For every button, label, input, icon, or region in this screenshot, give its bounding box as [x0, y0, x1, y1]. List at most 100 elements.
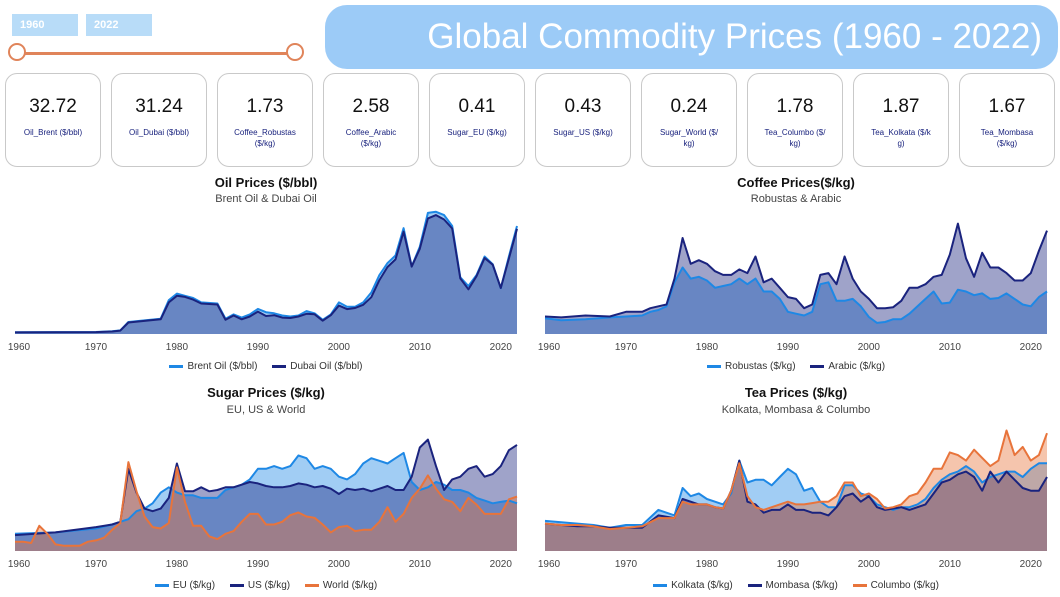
- x-tick-label: 2000: [328, 342, 351, 353]
- x-tick-label: 1990: [247, 559, 270, 570]
- legend-item[interactable]: EU ($/kg): [155, 580, 215, 591]
- start-year-input[interactable]: 1960: [12, 14, 78, 36]
- x-tick-label: 2010: [939, 559, 962, 570]
- x-tick-label: 2020: [490, 342, 513, 353]
- dashboard-title: Global Commodity Prices (1960 - 2022): [325, 5, 1058, 69]
- year-range-slicer[interactable]: 1960 2022: [8, 10, 308, 68]
- coffee-prices-chart[interactable]: Coffee Prices($/kg) Robustas & Arabic 19…: [535, 172, 1057, 378]
- x-tick-label: 2020: [1020, 559, 1043, 570]
- legend-item[interactable]: World ($/kg): [305, 580, 377, 591]
- x-tick-label: 1990: [777, 559, 800, 570]
- chart-legend: EU ($/kg) US ($/kg) World ($/kg): [5, 580, 527, 591]
- x-tick-label: 1970: [615, 342, 638, 353]
- coffee-prices-plot: 1960 1970 1980 1990 2000 2010 2020: [535, 210, 1057, 356]
- chart-legend: Kolkata ($/kg) Mombasa ($/kg) Columbo ($…: [535, 580, 1057, 591]
- kpi-card-oil-dubai[interactable]: 31.24 Oil_Dubai ($/bbl): [111, 73, 207, 167]
- oil-prices-chart[interactable]: Oil Prices ($/bbl) Brent Oil & Dubai Oil…: [5, 172, 527, 378]
- x-tick-label: 1970: [615, 559, 638, 570]
- legend-swatch: [169, 365, 183, 368]
- legend-item[interactable]: Mombasa ($/kg): [748, 580, 838, 591]
- kpi-card-coffee-arabic[interactable]: 2.58 Coffee_Arabic ($/kg): [323, 73, 419, 167]
- legend-swatch: [653, 584, 667, 587]
- chart-title: Tea Prices ($/kg): [535, 385, 1057, 400]
- x-tick-label: 1980: [696, 559, 719, 570]
- kpi-card-sugar-eu[interactable]: 0.41 Sugar_EU ($/kg): [429, 73, 525, 167]
- legend-item[interactable]: Columbo ($/kg): [853, 580, 939, 591]
- kpi-value: 1.73: [218, 96, 312, 118]
- x-tick-label: 2010: [409, 559, 432, 570]
- kpi-card-sugar-us[interactable]: 0.43 Sugar_US ($/kg): [535, 73, 631, 167]
- legend-swatch: [155, 584, 169, 587]
- kpi-value: 1.67: [960, 96, 1054, 118]
- chart-title: Sugar Prices ($/kg): [5, 385, 527, 400]
- kpi-label: Tea_Mombasa ($/kg): [976, 127, 1038, 149]
- legend-label: World ($/kg): [323, 580, 377, 591]
- x-tick-label: 1980: [166, 342, 189, 353]
- legend-item[interactable]: Brent Oil ($/bbl): [169, 361, 257, 372]
- kpi-card-tea-kolkata[interactable]: 1.87 Tea_Kolkata ($/kg): [853, 73, 949, 167]
- x-tick-label: 1980: [166, 559, 189, 570]
- x-tick-label: 1960: [538, 559, 561, 570]
- x-tick-label: 1990: [247, 342, 270, 353]
- x-tick-label: 1960: [8, 559, 31, 570]
- legend-item[interactable]: Dubai Oil ($/bbl): [272, 361, 362, 372]
- kpi-label: Tea_Kolkata ($/kg): [870, 127, 932, 149]
- end-year-input[interactable]: 2022: [86, 14, 152, 36]
- kpi-value: 0.43: [536, 96, 630, 118]
- x-tick-label: 1960: [538, 342, 561, 353]
- x-tick-label: 2020: [1020, 342, 1043, 353]
- kpi-card-coffee-robustas[interactable]: 1.73 Coffee_Robustas ($/kg): [217, 73, 313, 167]
- kpi-card-tea-columbo[interactable]: 1.78 Tea_Columbo ($/kg): [747, 73, 843, 167]
- slider-start-handle[interactable]: [8, 43, 26, 61]
- legend-label: Robustas ($/kg): [725, 361, 796, 372]
- x-tick-label: 2010: [409, 342, 432, 353]
- chart-subtitle: Kolkata, Mombasa & Columbo: [535, 404, 1057, 416]
- chart-legend: Robustas ($/kg) Arabic ($/kg): [535, 361, 1057, 372]
- legend-label: Arabic ($/kg): [828, 361, 885, 372]
- kpi-label: Oil_Brent ($/bbl): [22, 127, 84, 138]
- kpi-value: 31.24: [112, 96, 206, 118]
- x-tick-label: 1960: [8, 342, 31, 353]
- kpi-value: 0.24: [642, 96, 736, 118]
- kpi-label: Coffee_Robustas ($/kg): [234, 127, 296, 149]
- kpi-value: 1.87: [854, 96, 948, 118]
- x-tick-label: 2000: [328, 559, 351, 570]
- slider-track[interactable]: [16, 52, 296, 55]
- oil-prices-plot: 1960 1970 1980 1990 2000 2010 2020: [5, 210, 527, 356]
- kpi-label: Sugar_US ($/kg): [552, 127, 614, 138]
- x-tick-label: 2000: [858, 559, 881, 570]
- kpi-value: 2.58: [324, 96, 418, 118]
- kpi-value: 1.78: [748, 96, 842, 118]
- chart-subtitle: Robustas & Arabic: [535, 193, 1057, 205]
- legend-swatch: [305, 584, 319, 587]
- kpi-label: Oil_Dubai ($/bbl): [128, 127, 190, 138]
- legend-swatch: [707, 365, 721, 368]
- chart-title: Coffee Prices($/kg): [535, 175, 1057, 190]
- kpi-card-tea-mombasa[interactable]: 1.67 Tea_Mombasa ($/kg): [959, 73, 1055, 167]
- sugar-prices-chart[interactable]: Sugar Prices ($/kg) EU, US & World 1960 1…: [5, 383, 527, 595]
- x-tick-label: 1980: [696, 342, 719, 353]
- legend-label: EU ($/kg): [173, 580, 215, 591]
- chart-subtitle: Brent Oil & Dubai Oil: [5, 193, 527, 205]
- tea-prices-chart[interactable]: Tea Prices ($/kg) Kolkata, Mombasa & Col…: [535, 383, 1057, 595]
- kpi-label: Sugar_World ($/kg): [658, 127, 720, 149]
- x-tick-label: 1990: [777, 342, 800, 353]
- kpi-value: 0.41: [430, 96, 524, 118]
- legend-label: US ($/kg): [248, 580, 290, 591]
- chart-legend: Brent Oil ($/bbl) Dubai Oil ($/bbl): [5, 361, 527, 372]
- kpi-label: Tea_Columbo ($/kg): [764, 127, 826, 149]
- legend-item[interactable]: Arabic ($/kg): [810, 361, 885, 372]
- slider-end-handle[interactable]: [286, 43, 304, 61]
- legend-item[interactable]: Kolkata ($/kg): [653, 580, 733, 591]
- legend-label: Columbo ($/kg): [871, 580, 939, 591]
- kpi-card-oil-brent[interactable]: 32.72 Oil_Brent ($/bbl): [5, 73, 101, 167]
- kpi-label: Sugar_EU ($/kg): [446, 127, 508, 138]
- kpi-label: Coffee_Arabic ($/kg): [340, 127, 402, 149]
- x-tick-label: 2010: [939, 342, 962, 353]
- legend-item[interactable]: US ($/kg): [230, 580, 290, 591]
- x-tick-label: 1970: [85, 559, 108, 570]
- legend-item[interactable]: Robustas ($/kg): [707, 361, 796, 372]
- chart-subtitle: EU, US & World: [5, 404, 527, 416]
- legend-swatch: [748, 584, 762, 587]
- kpi-card-sugar-world[interactable]: 0.24 Sugar_World ($/kg): [641, 73, 737, 167]
